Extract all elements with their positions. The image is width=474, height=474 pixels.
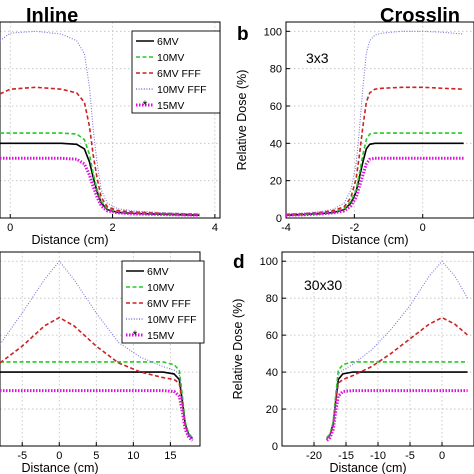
- series-line-6mv-fff: [0, 316, 194, 440]
- x-axis-label: Distance (cm): [329, 461, 406, 474]
- x-axis-label: Distance (cm): [31, 233, 108, 247]
- x-tick-label: 4: [212, 222, 218, 234]
- y-tick-label: 60: [266, 330, 278, 342]
- x-axis-label: Distance (cm): [331, 233, 408, 247]
- series-line-15mv: [0, 389, 194, 442]
- legend-entry: 6MV: [147, 266, 169, 278]
- series-line-6mv: [326, 371, 468, 440]
- panel-crossline-30x30: -20 -15 -10 -5 0 0 20 40 60 80 100 Distance (cm) Rel…: [231, 251, 474, 474]
- column-title-crossline: Crosslin: [380, 5, 460, 27]
- x-tick-label: -10: [370, 450, 386, 462]
- legend-entry: 10MV FFF: [147, 314, 197, 326]
- panel-inline-3x3: 0 2 4 Distance (cm) 6MV 10MV 6MV FFF 10MV FFF * 1…: [0, 21, 221, 247]
- y-tick-label: 20: [270, 176, 282, 188]
- series-line-10mv-fff: [326, 260, 469, 439]
- y-tick-label: 40: [266, 367, 278, 379]
- series-line-6mv: [286, 142, 464, 216]
- panel-inline-30x30: -5 0 5 10 15 Distance (cm) 6MV 10MV 6MV FFF 10MV …: [0, 251, 205, 474]
- y-tick-label: 60: [270, 101, 282, 113]
- x-tick-label: -4: [281, 222, 291, 234]
- x-tick-label: 0: [7, 222, 13, 234]
- y-tick-label: 100: [264, 26, 282, 38]
- column-title-inline: Inline: [26, 5, 78, 27]
- y-tick-label: 0: [272, 441, 278, 453]
- y-axis-label: Relative Dose (%): [235, 70, 249, 171]
- legend-marker: *: [133, 328, 138, 342]
- legend-entry: 10MV: [147, 282, 174, 294]
- y-tick-label: 100: [260, 256, 278, 268]
- series-line-6mv-fff: [326, 316, 469, 440]
- series-line-6mv-fff: [286, 86, 464, 216]
- y-tick-label: 80: [270, 64, 282, 76]
- x-tick-label: 10: [127, 450, 139, 462]
- legend-entry: 10MV FFF: [157, 84, 207, 96]
- y-tick-label: 40: [270, 138, 282, 150]
- legend: 6MV 10MV 6MV FFF 10MV FFF * 15MV: [121, 260, 205, 344]
- field-size-label: 30x30: [304, 277, 342, 293]
- x-tick-label: 0: [56, 450, 62, 462]
- x-tick-label: 0: [420, 222, 426, 234]
- x-tick-label: 15: [164, 450, 176, 462]
- plot-frame: [0, 251, 201, 447]
- legend-entry: 15MV: [147, 330, 174, 342]
- legend-entry: 6MV FFF: [147, 298, 191, 310]
- x-tick-label: 5: [93, 450, 99, 462]
- series-line-10mv: [286, 132, 464, 216]
- y-tick-label: 20: [266, 404, 278, 416]
- panel-crossline-3x3: -4 -2 0 0 20 40 60 80 100 Distance (cm) Relative D…: [235, 21, 474, 247]
- series-line-15mv: [286, 156, 464, 217]
- y-tick-label: 80: [266, 293, 278, 305]
- legend-box: [121, 260, 205, 344]
- x-tick-label: -5: [405, 450, 415, 462]
- x-tick-label: -15: [338, 450, 354, 462]
- x-tick-label: -5: [17, 450, 27, 462]
- legend-entry: 6MV: [157, 36, 179, 48]
- series-line-10mv-fff: [0, 260, 193, 439]
- legend-entry: 6MV FFF: [157, 68, 201, 80]
- series-line-6mv-fff: [0, 86, 200, 216]
- plot-frame: [285, 21, 474, 219]
- legend-box: [131, 30, 221, 114]
- legend-entry: 10MV: [157, 52, 184, 64]
- x-tick-label: -2: [349, 222, 359, 234]
- panel-letter-b: b: [237, 24, 249, 45]
- x-axis-label: Distance (cm): [21, 461, 98, 474]
- x-tick-label: 0: [439, 450, 445, 462]
- legend: 6MV 10MV 6MV FFF 10MV FFF * 15MV: [131, 30, 221, 114]
- field-size-label: 3x3: [306, 50, 329, 66]
- legend-entry: 15MV: [157, 100, 184, 112]
- series-line-10mv-fff: [0, 30, 200, 215]
- y-tick-label: 0: [276, 213, 282, 225]
- legend-marker: *: [143, 98, 148, 112]
- panel-letter-d: d: [233, 252, 245, 273]
- series-line-15mv: [325, 389, 468, 442]
- x-tick-label: -20: [306, 450, 322, 462]
- series-line-15mv: [0, 156, 200, 217]
- plot-frame: [0, 21, 221, 219]
- x-tick-label: 2: [109, 222, 115, 234]
- y-axis-label: Relative Dose (%): [231, 299, 245, 400]
